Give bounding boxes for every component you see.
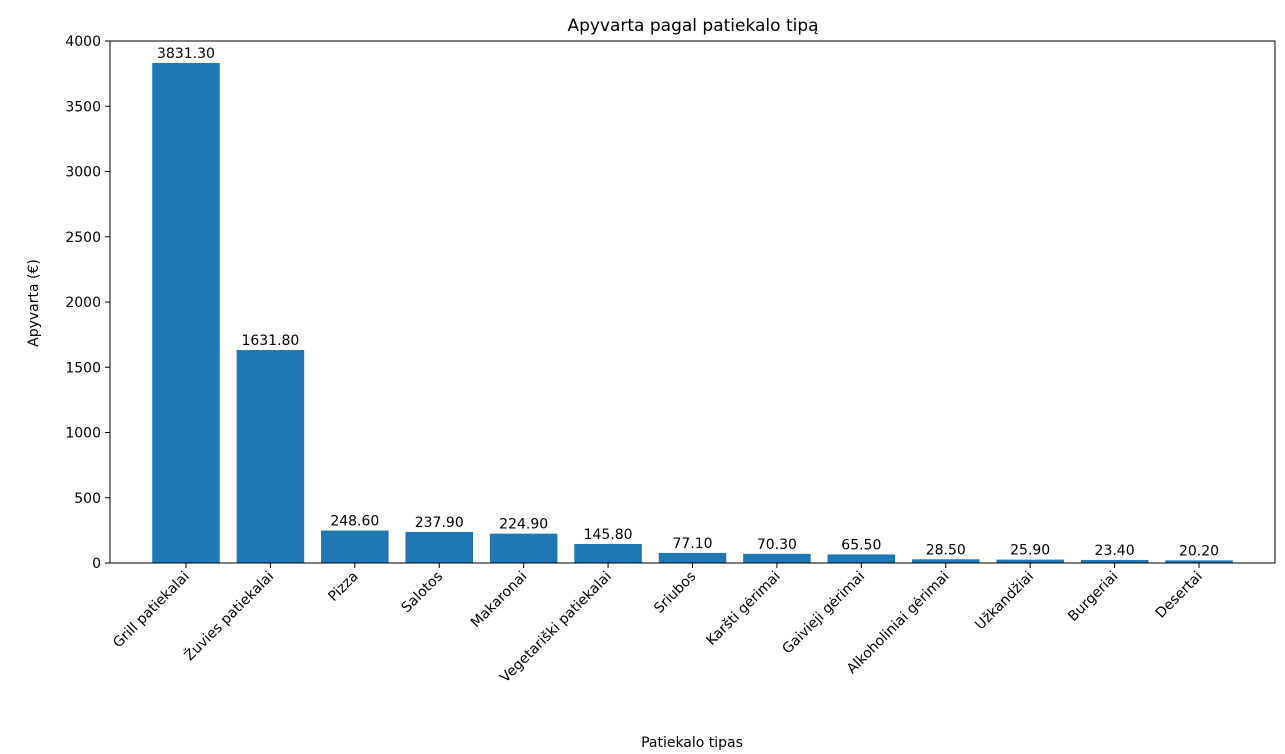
chart-title: Apyvarta pagal patiekalo tipą (567, 16, 818, 36)
data-label-salotos: 237.90 (415, 515, 464, 531)
x-tick-label-desertai: Desertai (1153, 569, 1206, 622)
x-tick-label-zuvies-patiekalai: Žuvies patiekalai (180, 567, 277, 664)
x-tick-label-sriubos: Sriubos (651, 569, 699, 617)
data-label-makaronai: 224.90 (499, 517, 548, 533)
data-labels-group: 3831.30 1631.80 248.60 237.90 224.90 145.80 77… (157, 46, 1219, 559)
y-tick-label-2500: 2500 (65, 230, 101, 246)
bar-grill-patiekalai (152, 63, 220, 563)
y-tick-label-2000: 2000 (65, 295, 101, 311)
data-label-gaivieji-gerimai: 65.50 (841, 537, 881, 553)
y-axis-title: Apyvarta (€) (26, 259, 42, 347)
data-label-pizza: 248.60 (330, 514, 379, 530)
bar-karsti-gerimai (743, 553, 811, 563)
data-label-zuvies-patiekalai: 1631.80 (241, 333, 299, 349)
data-label-karsti-gerimai: 70.30 (757, 537, 797, 553)
bar-burgeriai (1080, 559, 1149, 563)
x-tick-label-burgeriai: Burgeriai (1065, 569, 1121, 625)
bar-alkoholiniai-gerimai (911, 559, 980, 563)
x-tick-label-gaivieji-gerimai: Gaivieji gėrimai (779, 569, 868, 658)
x-tick-label-karsti-gerimai: Karšti gėrimai (703, 569, 783, 649)
y-tick-label-3500: 3500 (65, 99, 101, 115)
bar-zuvies-patiekalai (236, 350, 305, 563)
data-label-grill-patiekalai: 3831.30 (157, 46, 215, 62)
data-label-uzkandziai: 25.90 (1010, 543, 1050, 559)
data-label-desertai: 20.20 (1179, 543, 1219, 559)
bar-desertai (1165, 560, 1233, 563)
y-tick-label-500: 500 (74, 491, 101, 507)
y-tick-label-0: 0 (92, 556, 101, 572)
x-tick-label-pizza: Pizza (325, 569, 361, 605)
bar-gaivieji-gerimai (827, 554, 896, 563)
data-label-sriubos: 77.10 (672, 536, 712, 552)
bar-makaronai (489, 533, 558, 563)
data-label-alkoholiniai-gerimai: 28.50 (926, 542, 966, 558)
bar-sriubos (658, 552, 727, 563)
plot-frame (109, 40, 1276, 564)
data-label-vegetariski-patiekalai: 145.80 (584, 527, 633, 543)
x-axis-title: Patiekalo tipas (641, 735, 743, 751)
bar-pizza (321, 530, 389, 563)
y-tick-label-1000: 1000 (65, 426, 101, 442)
y-tick-label-1500: 1500 (65, 360, 101, 376)
y-axis: 0 500 1000 1500 2000 2500 3000 3500 4000 (65, 34, 110, 572)
data-label-burgeriai: 23.40 (1095, 543, 1135, 559)
bar-uzkandziai (996, 559, 1064, 563)
bar-vegetariski-patiekalai (574, 543, 642, 563)
x-tick-label-makaronai: Makaronai (468, 569, 531, 632)
y-tick-label-3000: 3000 (65, 165, 101, 181)
bar-salotos (405, 531, 474, 563)
x-tick-label-uzkandziai: Užkandžiai (972, 569, 1037, 634)
bars-group (152, 63, 1233, 563)
x-tick-label-salotos: Salotos (398, 569, 446, 617)
y-tick-label-4000: 4000 (65, 34, 101, 50)
x-tick-label-grill-patiekalai: Grill patiekalai (110, 569, 193, 652)
